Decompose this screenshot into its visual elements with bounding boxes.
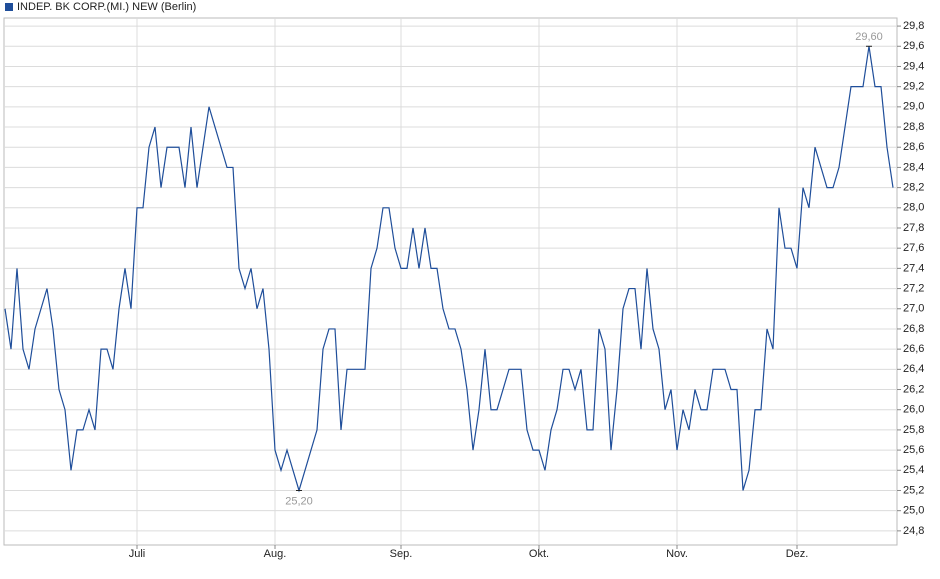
- value-label: 25,20: [285, 495, 313, 507]
- y-tick-label: 29,4: [903, 60, 924, 72]
- y-tick-label: 25,2: [903, 484, 924, 496]
- plot-frame: [3, 17, 898, 546]
- price-line: [4, 46, 894, 493]
- x-tick-label: Okt.: [529, 548, 549, 560]
- legend-label: INDEP. BK CORP.(MI.) NEW (Berlin): [17, 1, 196, 13]
- y-tick-label: 28,8: [903, 121, 924, 133]
- y-tick-label: 25,4: [903, 464, 924, 476]
- x-tick-label: Sep.: [390, 548, 413, 560]
- y-tick-label: 29,2: [903, 81, 924, 93]
- y-tick-label: 25,6: [903, 444, 924, 456]
- y-tick-label: 25,0: [903, 505, 924, 517]
- y-tick-label: 27,6: [903, 242, 924, 254]
- value-label: 29,60: [855, 31, 883, 43]
- y-tick-label: 27,2: [903, 282, 924, 294]
- legend-swatch: [5, 3, 13, 11]
- y-tick-label: 24,8: [903, 525, 924, 537]
- x-tick-label: Dez.: [786, 548, 809, 560]
- y-tick-label: 27,8: [903, 222, 924, 234]
- y-tick-label: 26,4: [903, 363, 924, 375]
- x-tick-label: Aug.: [264, 548, 287, 560]
- y-tick-label: 29,6: [903, 40, 924, 52]
- y-tick-label: 29,0: [903, 101, 924, 113]
- y-tick-label: 25,8: [903, 424, 924, 436]
- x-tick-label: Nov.: [666, 548, 688, 560]
- y-tick-label: 27,4: [903, 262, 924, 274]
- y-tick-label: 26,2: [903, 383, 924, 395]
- y-tick-label: 28,4: [903, 161, 924, 173]
- y-tick-label: 28,6: [903, 141, 924, 153]
- y-tick-label: 28,0: [903, 202, 924, 214]
- y-tick-label: 26,6: [903, 343, 924, 355]
- y-tick-label: 27,0: [903, 303, 924, 315]
- y-tick-label: 28,2: [903, 182, 924, 194]
- y-tick-label: 29,8: [903, 20, 924, 32]
- y-tick-label: 26,8: [903, 323, 924, 335]
- x-tick-label: Juli: [129, 548, 146, 560]
- y-tick-label: 26,0: [903, 404, 924, 416]
